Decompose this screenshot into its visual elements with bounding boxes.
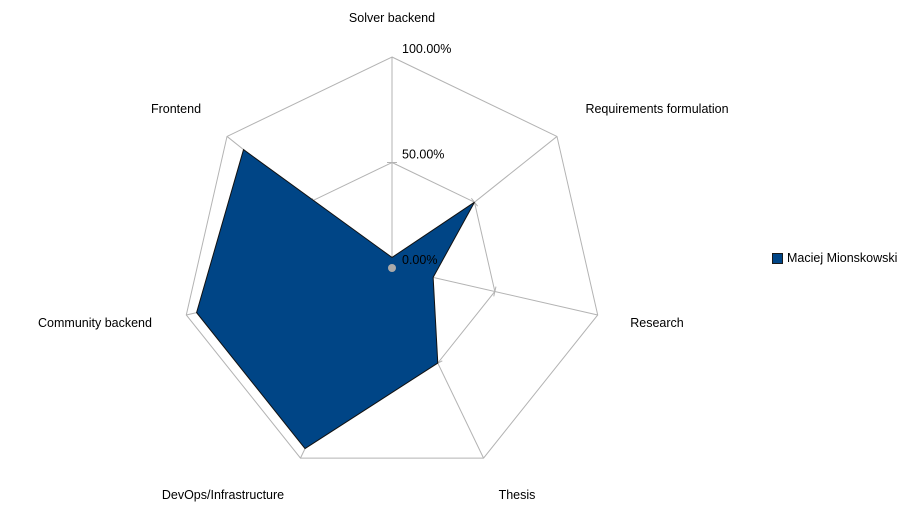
grid-ring [185, 56, 599, 459]
radial-tick-label: 50.00% [402, 148, 444, 162]
category-label: Frontend [151, 102, 201, 116]
radial-axis-ticks: 0.00% 50.00% 100.00% [402, 42, 451, 267]
legend-swatch [772, 252, 783, 264]
grid-tick [493, 286, 497, 297]
center-marker [388, 264, 396, 272]
series-area [196, 148, 475, 450]
category-label: Community backend [38, 316, 152, 330]
category-label: Research [630, 316, 684, 330]
category-labels: Solver backend Requirements formulation Re… [38, 11, 729, 502]
legend-label: Maciej Mionskowski [787, 251, 898, 265]
radial-tick-label: 0.00% [402, 253, 437, 267]
series-layer [196, 148, 475, 450]
category-label: Requirements formulation [585, 102, 728, 116]
category-label: Solver backend [349, 11, 435, 25]
category-label: Thesis [499, 488, 536, 502]
legend: Maciej Mionskowski [772, 251, 897, 265]
category-label: DevOps/Infrastructure [162, 488, 284, 502]
radial-tick-label: 100.00% [402, 42, 451, 56]
